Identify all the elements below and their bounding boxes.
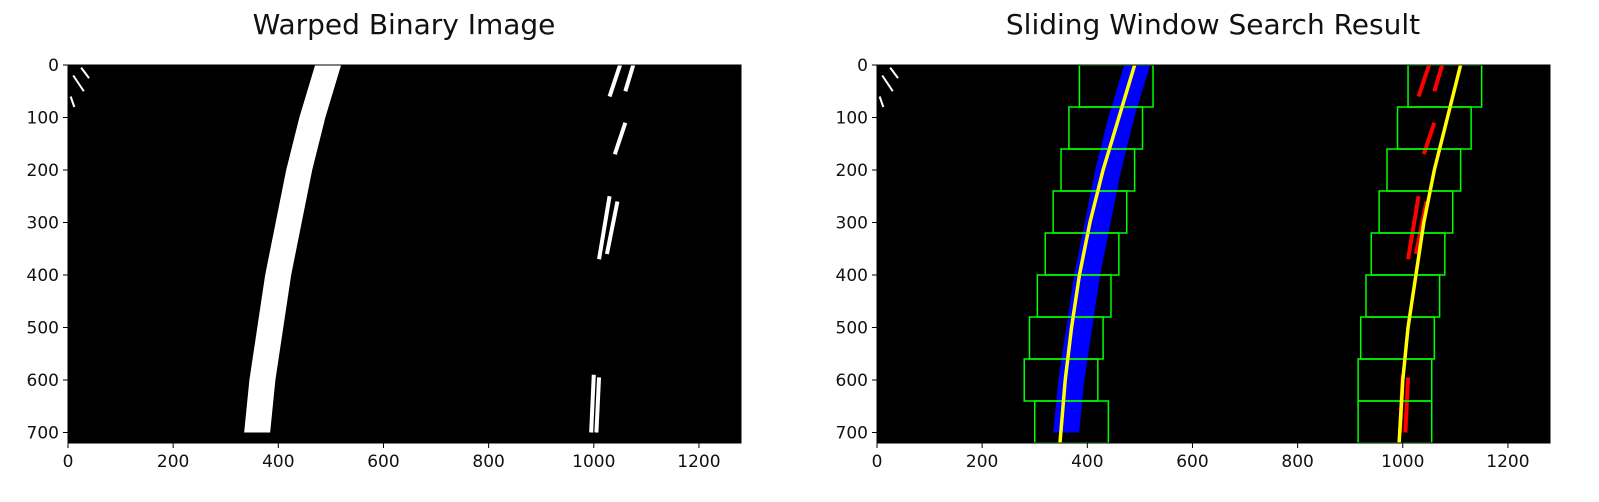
y-tick-label: 600 bbox=[836, 371, 868, 391]
y-tick-label: 100 bbox=[27, 109, 59, 129]
right-panel-title: Sliding Window Search Result bbox=[1005, 8, 1421, 41]
y-tick-label: 300 bbox=[836, 214, 868, 234]
left-search-window bbox=[1033, 400, 1110, 443]
image-background bbox=[877, 65, 1550, 443]
right-search-window bbox=[1357, 400, 1433, 443]
image-content bbox=[69, 65, 636, 433]
right-lane-segment bbox=[597, 195, 612, 260]
left-panel: 0 200 400 600 800 1000 1200 0 100 200 300 400 500 600… bbox=[27, 56, 742, 472]
left-lane-pixels bbox=[244, 65, 342, 433]
right-lane-segment bbox=[623, 65, 636, 92]
axes-frame bbox=[67, 64, 742, 444]
y-tick-label: 0 bbox=[857, 56, 868, 76]
x-tick-label: 800 bbox=[472, 452, 504, 472]
right-lane-segment bbox=[1406, 195, 1421, 260]
noise-pixels bbox=[881, 74, 894, 92]
y-tick-label: 200 bbox=[836, 161, 868, 181]
left-lane-pixels bbox=[1053, 65, 1151, 433]
axes-frame bbox=[876, 64, 1551, 444]
x-tick-label: 1200 bbox=[677, 452, 720, 472]
x-tick-label: 400 bbox=[1071, 452, 1103, 472]
y-tick-label: 700 bbox=[27, 424, 59, 444]
x-tick-label: 1000 bbox=[1381, 452, 1424, 472]
x-tick-label: 600 bbox=[1176, 452, 1208, 472]
x-tick-label: 400 bbox=[262, 452, 294, 472]
y-tick-label: 100 bbox=[836, 109, 868, 129]
noise-pixels bbox=[69, 96, 76, 108]
right-lane-segment bbox=[594, 377, 602, 433]
x-tick-label: 600 bbox=[367, 452, 399, 472]
y-tick-label: 700 bbox=[836, 424, 868, 444]
left-fit-line bbox=[1058, 65, 1137, 443]
y-tick-label: 300 bbox=[27, 214, 59, 234]
x-tick-label: 1200 bbox=[1486, 452, 1529, 472]
y-tick-label: 500 bbox=[27, 319, 59, 339]
right-lane-segment bbox=[607, 65, 622, 98]
x-tick-label: 1000 bbox=[572, 452, 615, 472]
x-tick-label: 800 bbox=[1281, 452, 1313, 472]
y-tick-label: 400 bbox=[27, 266, 59, 286]
y-tick-label: 600 bbox=[27, 371, 59, 391]
image-content bbox=[878, 65, 1483, 443]
y-tick-label: 0 bbox=[48, 56, 59, 76]
right-fit-line bbox=[1397, 65, 1463, 443]
noise-pixels bbox=[72, 74, 85, 92]
noise-pixels bbox=[878, 96, 885, 108]
y-tick-label: 200 bbox=[27, 161, 59, 181]
y-tick-label: 400 bbox=[836, 266, 868, 286]
right-lane-segment bbox=[604, 201, 620, 255]
right-lane-segment bbox=[1416, 65, 1431, 98]
right-lane-segment bbox=[1403, 377, 1411, 433]
right-panel: 0 200 400 600 800 1000 1200 0 100 200 300 400 500 600… bbox=[836, 56, 1551, 472]
x-tick-label: 200 bbox=[157, 452, 189, 472]
right-lane-segment bbox=[612, 122, 628, 155]
right-lane-segment bbox=[1432, 65, 1445, 92]
x-tick-label: 200 bbox=[966, 452, 998, 472]
noise-pixels bbox=[889, 67, 899, 79]
image-background bbox=[68, 65, 741, 443]
x-tick-label: 0 bbox=[63, 452, 74, 472]
left-panel-title: Warped Binary Image bbox=[252, 8, 556, 41]
noise-pixels bbox=[80, 67, 90, 79]
x-tick-label: 0 bbox=[872, 452, 883, 472]
y-tick-label: 500 bbox=[836, 319, 868, 339]
right-lane-segment bbox=[589, 374, 596, 433]
